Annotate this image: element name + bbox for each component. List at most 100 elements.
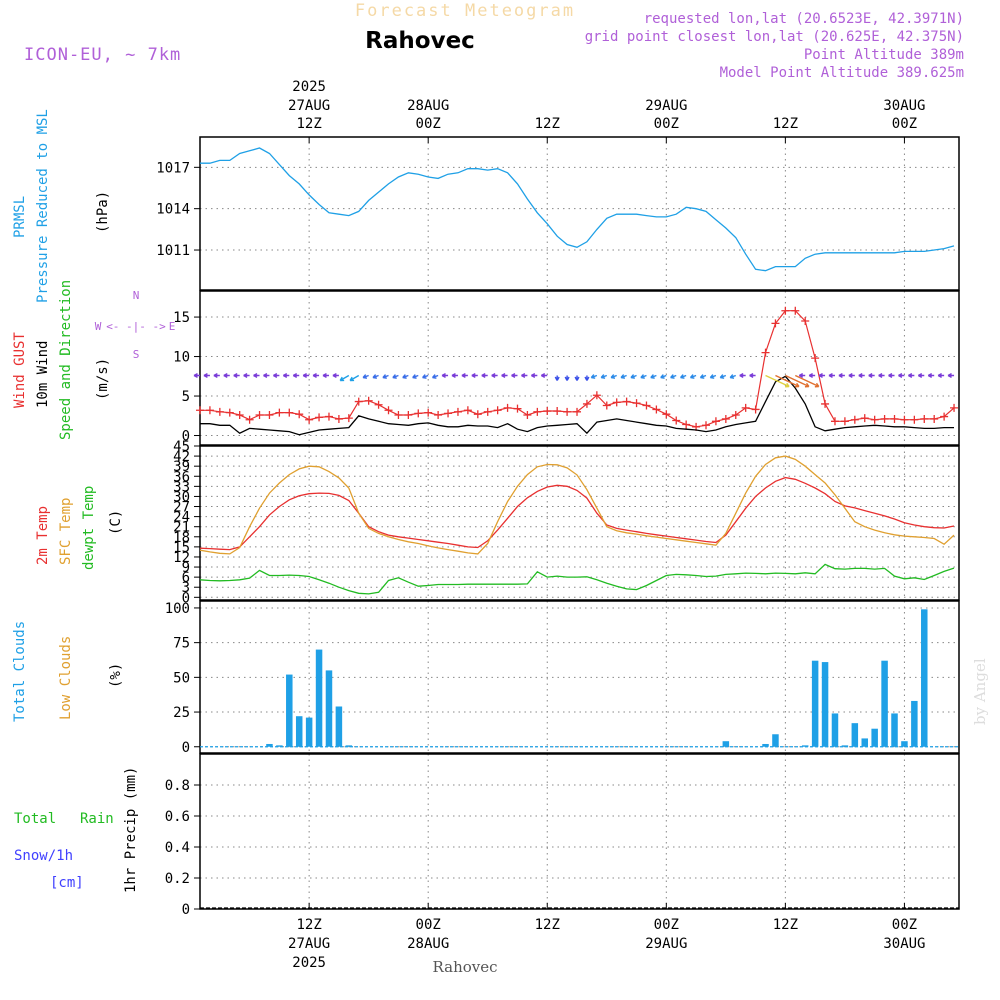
compass-w: W <box>95 320 102 333</box>
clouds-ytick-label: 25 <box>173 705 190 721</box>
temperature-ytick-label: 0 <box>182 590 190 606</box>
cloud-bar <box>901 741 908 747</box>
wind-gust-point <box>632 399 641 408</box>
wind-direction-arrow <box>917 372 925 379</box>
wind-direction-arrow <box>868 372 875 379</box>
wind-gust-point <box>880 414 889 423</box>
wind-direction-arrow <box>620 374 627 379</box>
wind-gust-point <box>225 408 234 417</box>
wind-gust-point <box>840 417 849 426</box>
wind-direction-arrow <box>339 374 350 382</box>
wind-gust-point <box>781 306 790 315</box>
wind-gust-point <box>235 410 244 419</box>
wind-gust-point <box>404 410 413 419</box>
temperature-ytick-label: 45 <box>173 439 190 455</box>
wind-gust-point <box>573 407 582 416</box>
compass-center: <- -|- -> <box>106 320 166 333</box>
wind-frame <box>199 290 960 446</box>
wind-direction-arrow <box>451 372 458 379</box>
bottom-axis-label: 12Z <box>773 917 798 933</box>
cloud-bar <box>831 713 839 747</box>
bottom-time-axis: 12Z 27AUG 2025 00Z 28AUG 12Z 00Z 29AUG 12Z 00Z 30A… <box>288 903 926 971</box>
wind-direction-arrow <box>332 372 339 379</box>
cloud-bar <box>345 745 353 747</box>
wind-gust-point <box>930 414 939 423</box>
wind-direction-arrow <box>888 372 895 379</box>
wind-direction-arrow <box>392 374 399 379</box>
precip-panel: 0.8 0.6 0.4 0.2 0 <box>165 753 960 918</box>
wind-gust-point <box>354 397 363 406</box>
wind-direction-arrow <box>203 372 210 379</box>
wind-gust-point <box>394 410 403 419</box>
wind-gust-point <box>602 401 611 410</box>
wind-gust-point <box>245 415 254 424</box>
top-axis-label: 00Z <box>416 116 441 132</box>
temperature-frame <box>199 445 960 601</box>
cloud-bar <box>871 728 878 747</box>
compass-n: N <box>133 289 140 302</box>
wind-gust-point <box>523 410 532 419</box>
wind-direction-arrow <box>521 372 528 379</box>
wind-direction-arrow <box>282 372 290 379</box>
precip-snow-unit: [cm] <box>50 875 84 891</box>
wind-direction-arrow <box>798 372 806 379</box>
wind-direction-arrow <box>312 372 320 379</box>
wind-gust-point <box>771 319 780 328</box>
wind-gust-point <box>513 404 522 413</box>
wind-direction-arrow <box>937 372 945 379</box>
wind-direction-arrow <box>481 372 488 379</box>
wind-direction-arrow <box>709 374 717 379</box>
wind-10m-label: 10m Wind <box>35 341 51 408</box>
wind-direction-arrow <box>322 372 329 379</box>
wind-direction-arrow <box>630 374 637 379</box>
bottom-axis-label: 29AUG <box>645 936 687 952</box>
wind-gust-point <box>761 348 770 357</box>
precip-frame <box>199 753 960 910</box>
temp-2m-line <box>199 476 955 551</box>
wind-direction-arrow <box>679 374 687 379</box>
bottom-axis-label: 2025 <box>292 955 326 971</box>
cloud-bar <box>286 674 293 747</box>
precip-ytick-label: 0.8 <box>165 778 190 794</box>
wind-gust-point <box>721 414 730 423</box>
wind-direction-arrow <box>584 375 590 381</box>
bottom-axis-label: 30AUG <box>883 936 925 952</box>
top-axis-label: 12Z <box>296 116 321 132</box>
bottom-axis-label: 12Z <box>535 917 560 933</box>
wind-direction-arrow <box>402 374 409 379</box>
top-axis-label: 27AUG <box>288 98 330 114</box>
temperature-ytick-label: 18 <box>173 530 190 546</box>
cloud-bar <box>266 743 273 747</box>
cloud-bar <box>295 716 303 747</box>
wind-direction-arrow <box>818 372 826 379</box>
wind-direction-arrow <box>441 372 449 379</box>
wind-gust-label: Wind GUST <box>12 332 28 408</box>
top-time-axis: 2025 27AUG 12Z 28AUG 00Z 12Z 29AUG 00Z 12Z 30AUG 0… <box>288 79 926 143</box>
wind-direction-arrow <box>600 374 608 379</box>
wind-panel: 15 10 5 0 <box>173 290 960 446</box>
temp-unit: (C) <box>108 510 124 535</box>
wind-unit: (m/s) <box>95 358 111 400</box>
temperature-ytick-label: 3 <box>182 580 190 596</box>
cloud-bar <box>801 745 809 747</box>
temperature-ytick-label: 36 <box>173 469 190 485</box>
wind-10m-line <box>200 375 954 436</box>
wind-direction-arrow <box>828 372 835 379</box>
bottom-axis-label: 27AUG <box>288 936 330 952</box>
wind-gust-point <box>444 409 453 418</box>
wind-direction-arrow <box>564 375 570 381</box>
wind-gust-point <box>682 420 691 429</box>
wind-direction-arrow <box>838 372 845 379</box>
cloud-bar <box>821 662 829 747</box>
wind-direction-arrow <box>794 374 820 388</box>
cloud-bar <box>891 713 898 747</box>
wind-direction-arrow <box>530 372 538 379</box>
wind-gust-point <box>265 410 274 419</box>
temp-dewpt-label: dewpt Temp <box>81 486 97 570</box>
wind-gust-point <box>821 399 830 408</box>
wind-gust-point <box>483 407 492 416</box>
wind-gust-point <box>612 398 621 407</box>
top-axis-label: 29AUG <box>645 98 687 114</box>
wind-direction-arrow <box>292 372 300 379</box>
cloud-bar <box>335 706 343 747</box>
